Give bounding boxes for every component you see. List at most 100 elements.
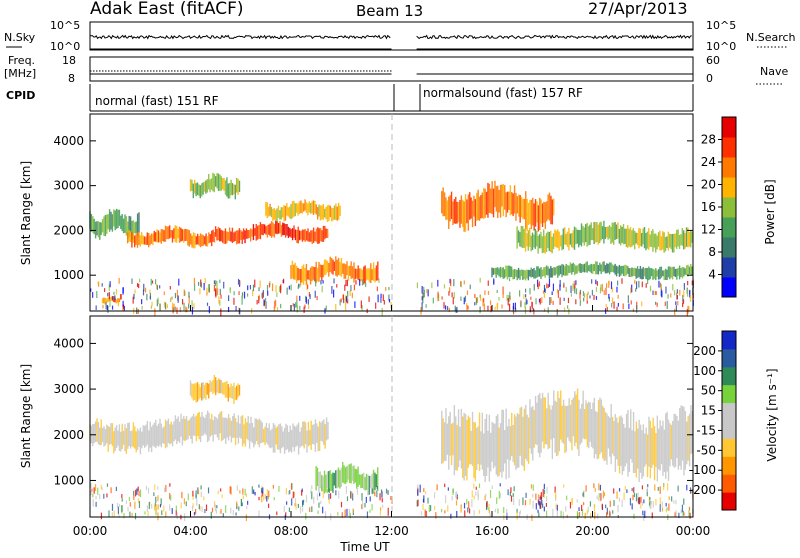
noise-point (115, 486, 117, 491)
noise-point (487, 280, 489, 286)
noise-point (490, 306, 492, 313)
noise-point (547, 284, 549, 288)
noise-point (474, 294, 476, 299)
noise-point (118, 503, 121, 507)
noise-point (335, 303, 337, 311)
noise-point (617, 302, 619, 307)
noise-point (123, 304, 125, 310)
noise-point (658, 280, 660, 288)
noise-point (663, 483, 665, 491)
noise-point (311, 491, 313, 500)
noise-point (200, 485, 202, 490)
noise-point (216, 281, 218, 289)
noise-point (616, 491, 618, 499)
noise-point (431, 282, 433, 289)
noise-point (172, 307, 174, 314)
noise-point (203, 283, 205, 291)
noise-point (583, 490, 585, 498)
noise-point (211, 507, 214, 513)
noise-point (623, 492, 625, 500)
noise-point (261, 495, 263, 503)
noise-point (170, 297, 172, 303)
noise-point (382, 294, 384, 302)
noise-point (617, 514, 619, 518)
noise-point (550, 297, 552, 304)
noise-point (477, 490, 479, 497)
noise-point (510, 487, 512, 493)
noise-point (299, 283, 301, 288)
noise-point (111, 503, 114, 511)
noise-point (455, 307, 457, 313)
noise-point (199, 505, 201, 511)
noise-point (376, 286, 378, 292)
noise-point (345, 295, 347, 302)
noise-point (166, 304, 168, 309)
noise-point (258, 496, 260, 501)
noise-point (186, 307, 188, 313)
noise-point (675, 305, 677, 312)
noise-point (675, 499, 677, 505)
noise-point (113, 291, 115, 295)
colorbar-segment (722, 456, 736, 475)
noise-point (624, 485, 626, 491)
noise-point (520, 301, 522, 308)
noise-point (155, 504, 157, 512)
noise-point (266, 489, 268, 497)
noise-point (304, 304, 306, 309)
noise-point (543, 288, 546, 292)
noise-point (107, 292, 109, 297)
noise-point (229, 486, 231, 494)
noise-point (613, 488, 615, 494)
noise-point (274, 300, 276, 309)
noise-point (247, 500, 249, 505)
noise-point (555, 491, 557, 499)
noise-point (542, 503, 544, 508)
noise-point (101, 283, 103, 287)
noise-point (267, 290, 269, 296)
noise-point (595, 286, 598, 292)
noise-point (524, 302, 526, 309)
noise-point (271, 283, 274, 292)
noise-point (435, 512, 437, 519)
noise-point (508, 278, 511, 282)
noise-point (136, 488, 138, 495)
noise-point (351, 491, 353, 499)
noise-point (640, 496, 642, 503)
noise-point (305, 295, 307, 303)
noise-point (599, 494, 601, 502)
noise-point (428, 505, 430, 513)
nsky-trace (89, 34, 391, 40)
noise-point (127, 507, 129, 512)
noise-point (453, 279, 455, 287)
noise-point (379, 507, 382, 511)
noise-point (315, 278, 317, 287)
noise-point (652, 290, 654, 296)
noise-point (622, 303, 624, 310)
noise-point (683, 290, 685, 298)
noise-point (275, 299, 277, 307)
noise-point (444, 510, 446, 514)
noise-point (642, 510, 644, 516)
colorbar-segment (722, 137, 736, 158)
noise-point (563, 307, 566, 312)
noise-point (531, 302, 533, 309)
noise-point (533, 308, 535, 315)
noise-point (175, 505, 177, 512)
noise-point (546, 283, 548, 289)
noise-point (193, 303, 195, 310)
noise-point (543, 284, 546, 290)
noise-point (308, 305, 310, 309)
cpid-panel: CPID normal (fast) 151 RF normalsound (f… (6, 84, 694, 112)
noise-point (296, 295, 298, 301)
noise-point (612, 510, 614, 514)
noise-point (92, 499, 94, 507)
noise-point (379, 493, 381, 501)
noise-point (193, 283, 196, 291)
noise-point (322, 280, 324, 284)
noise-point (463, 280, 465, 285)
noise-point (543, 483, 545, 490)
noise-point (343, 298, 345, 304)
noise-point (115, 288, 118, 295)
noise-point (237, 278, 240, 285)
noise-point (593, 294, 595, 300)
